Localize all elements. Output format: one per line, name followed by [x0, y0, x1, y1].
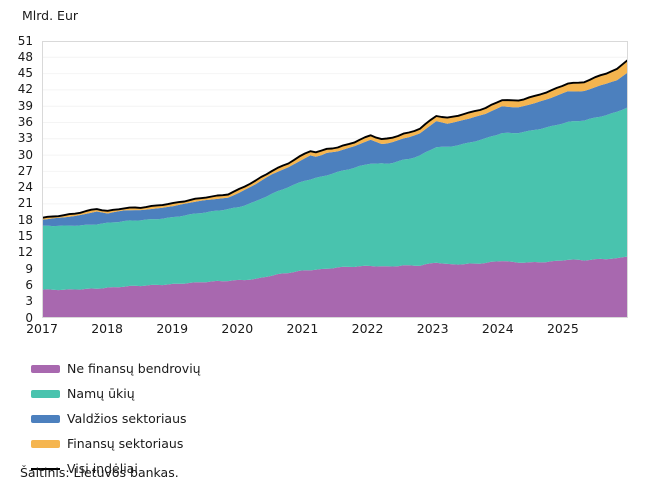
y-tick-label: 21: [17, 196, 33, 211]
x-axis: 2017 2018 2019 2020 2021 2022 2023 2024 2025: [0, 321, 650, 339]
y-tick-label: 36: [17, 114, 33, 129]
legend-swatch-icon: [31, 414, 60, 423]
legend-item-1: Ne finansų bendrovių: [31, 356, 201, 381]
chart-canvas: [42, 41, 628, 318]
y-tick-label: 12: [17, 245, 33, 260]
y-tick-label: 24: [17, 180, 33, 195]
legend-item-2: Namų ūkių: [31, 381, 201, 406]
y-tick-label: 48: [17, 49, 33, 64]
x-tick-label: 2024: [481, 321, 514, 336]
y-tick-label: 42: [17, 82, 33, 97]
y-tick-label: 6: [25, 277, 33, 292]
plot-area: [42, 41, 628, 318]
x-tick-label: 2019: [156, 321, 189, 336]
legend-swatch-icon: [31, 439, 60, 448]
x-tick-label: 2018: [91, 321, 124, 336]
y-tick-label: 51: [17, 33, 33, 48]
legend-item-3: Valdžios sektoriaus: [31, 406, 201, 431]
x-tick-label: 2017: [26, 321, 58, 336]
y-tick-label: 27: [17, 163, 33, 178]
y-tick-label: 0: [25, 310, 33, 325]
legend-label: Finansų sektoriaus: [67, 436, 184, 451]
area-series-1: [42, 256, 628, 318]
legend-swatch-icon: [31, 467, 60, 470]
legend-item-5: Visi indėliai: [31, 456, 201, 481]
y-tick-label: 15: [17, 229, 33, 244]
y-tick-label: 39: [17, 98, 33, 113]
legend-label: Valdžios sektoriaus: [67, 411, 187, 426]
legend-item-4: Finansų sektoriaus: [31, 431, 201, 456]
x-tick-label: 2025: [546, 321, 579, 336]
y-tick-label: 18: [17, 212, 33, 227]
y-tick-label: 45: [17, 66, 33, 81]
legend-label: Visi indėliai: [67, 461, 138, 476]
y-axis: 0 3 6 9 12 15 18 21 24 27 30 33 36 39 42 45 48 51: [0, 34, 37, 325]
legend-swatch-icon: [31, 389, 60, 398]
x-tick-label: 2023: [416, 321, 449, 336]
source-attribution: Šaltinis: Lietuvos bankas.: [20, 465, 179, 480]
legend-label: Ne finansų bendrovių: [67, 361, 201, 376]
legend-swatch-icon: [31, 364, 60, 373]
y-tick-label: 3: [25, 294, 33, 309]
legend: Ne finansų bendrovių Namų ūkių Valdžios se…: [31, 356, 201, 481]
x-tick-label: 2020: [221, 321, 254, 336]
area-series-2: [42, 107, 628, 291]
total-line: [42, 59, 628, 219]
y-axis-unit-label: Mlrd. Eur: [22, 8, 79, 23]
plot-border: [42, 41, 628, 318]
x-tick-label: 2022: [351, 321, 384, 336]
y-tick-label: 33: [17, 131, 33, 146]
y-tick-label: 30: [17, 147, 33, 162]
legend-label: Namų ūkių: [67, 386, 135, 401]
y-tick-label: 9: [25, 261, 33, 276]
x-tick-label: 2021: [286, 321, 319, 336]
